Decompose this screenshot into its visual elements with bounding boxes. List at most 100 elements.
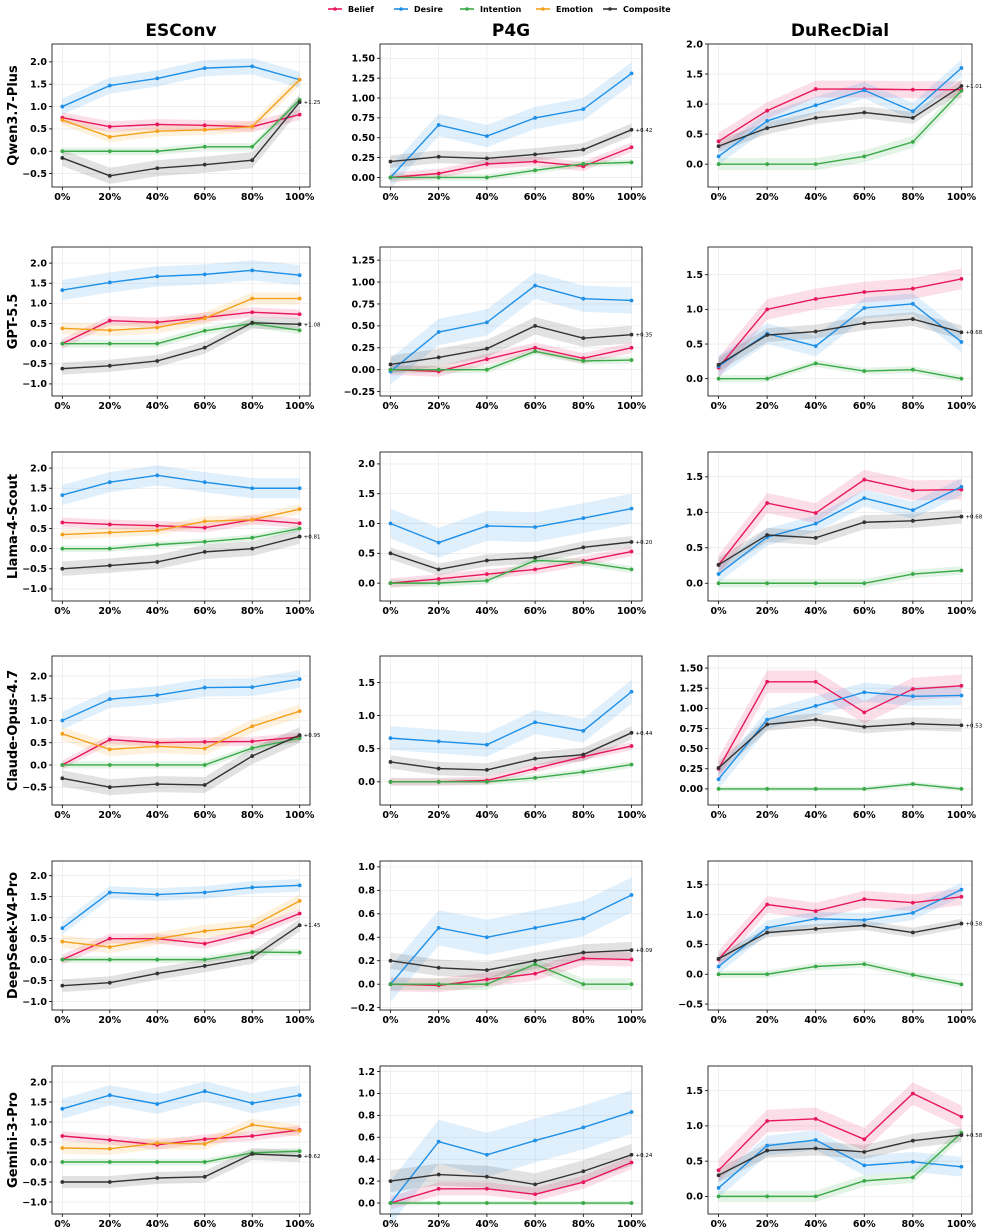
data-point-desire: [910, 508, 915, 513]
data-point-emotion: [60, 118, 65, 122]
data-point-desire: [155, 693, 160, 698]
data-point-emotion: [60, 939, 65, 944]
series-line-emotion: [62, 1124, 300, 1150]
series-line-belief: [62, 1129, 300, 1146]
panel-frame: [379, 655, 643, 806]
x-tick-label: 0%: [382, 401, 399, 412]
data-point-emotion: [202, 929, 207, 933]
data-point-emotion: [155, 129, 160, 134]
y-tick-label: −0.5: [22, 564, 47, 575]
data-point-intention: [297, 950, 302, 955]
y-tick-label: 1.5: [686, 69, 703, 80]
data-point-belief: [155, 320, 160, 325]
y-tick-label: 1.25: [352, 255, 375, 266]
data-point-intention: [107, 1160, 112, 1164]
panel-claude-opus-4-7-durecdial: 0.00 0.25 0.50 0.75 1.00 1.25 1.50 0% 20% 40% 60% 8…: [680, 655, 983, 821]
series-line-belief: [718, 1092, 962, 1171]
data-point-intention: [959, 88, 964, 93]
panel-frame: [51, 246, 311, 397]
legend-marker: [541, 7, 545, 11]
data-point-intention: [60, 149, 65, 154]
data-point-composite: [716, 766, 721, 770]
x-tick-label: 60%: [193, 401, 216, 412]
panel-qwen3-7-plus-esconv: −0.5 0.0 0.5 1.0 1.5 2.0 0% 20% 40% 60% 80% 100% +1.…: [22, 43, 321, 203]
series-line-belief: [62, 518, 300, 529]
x-tick-label: 100%: [617, 401, 647, 412]
data-point-composite: [155, 1176, 160, 1180]
data-point-composite: [813, 329, 818, 334]
data-point-belief: [107, 318, 112, 323]
data-point-desire: [250, 64, 255, 69]
panel-deepseek-v4-pro-p4g: −0.2 0.0 0.2 0.4 0.6 0.8 1.0 0% 20% 40% 60% 80% 100%…: [350, 860, 653, 1026]
data-point-belief: [716, 139, 721, 144]
data-point-intention: [155, 763, 160, 767]
y-tick-label: 2.0: [30, 1077, 47, 1088]
data-point-emotion: [107, 328, 112, 333]
data-point-belief: [813, 1116, 818, 1121]
data-point-intention: [765, 162, 770, 167]
data-point-composite: [716, 362, 721, 367]
x-tick-label: 40%: [476, 192, 499, 203]
series-line-belief: [390, 1161, 632, 1204]
data-point-emotion: [250, 296, 255, 301]
y-tick-label: 0.8: [358, 886, 375, 897]
y-tick-label: 1.0: [30, 299, 47, 310]
y-tick-label: −0.2: [350, 1003, 375, 1014]
data-point-composite: [297, 733, 302, 738]
y-tick-label: 0.0: [358, 578, 375, 589]
x-tick-label: 100%: [285, 1015, 315, 1026]
data-point-belief: [533, 766, 538, 771]
data-point-composite: [250, 546, 255, 551]
x-tick-label: 40%: [146, 1015, 169, 1026]
data-point-belief: [629, 1160, 634, 1165]
data-point-composite: [716, 956, 721, 961]
y-tick-label: 0.0: [30, 339, 47, 350]
composite-end-label: +0.95: [304, 733, 321, 739]
y-tick-label: 0.0: [358, 1198, 375, 1209]
y-tick-label: 0.5: [30, 124, 47, 135]
x-tick-label: 0%: [710, 192, 727, 203]
data-point-belief: [250, 739, 255, 744]
data-point-composite: [959, 514, 964, 519]
x-tick-label: 40%: [146, 401, 169, 412]
data-point-intention: [862, 786, 867, 791]
y-tick-label: 0.0: [686, 159, 703, 170]
data-point-composite: [155, 782, 160, 786]
y-tick-label: −1.0: [22, 997, 47, 1008]
y-tick-label: −1.0: [22, 584, 47, 595]
panel-llama-4-scout-p4g: 0.0 0.5 1.0 1.5 2.0 0% 20% 40% 60% 80% 100% +0.20: [358, 451, 653, 617]
series-line-desire: [390, 691, 632, 746]
data-point-desire: [484, 524, 489, 528]
data-point-composite: [813, 1146, 818, 1151]
data-point-emotion: [202, 1142, 207, 1146]
data-point-desire: [60, 718, 65, 723]
data-point-desire: [60, 1106, 65, 1111]
data-point-emotion: [60, 1146, 65, 1150]
band-belief: [62, 1125, 300, 1150]
data-point-composite: [107, 1180, 112, 1184]
data-point-desire: [484, 320, 489, 325]
column-title-esconv: ESConv: [145, 21, 216, 41]
x-tick-label: 40%: [476, 1015, 499, 1026]
data-point-belief: [581, 356, 586, 361]
series-line-desire: [62, 474, 300, 496]
data-point-composite: [388, 362, 393, 367]
band-desire: [390, 679, 632, 757]
x-tick-label: 20%: [756, 810, 779, 821]
x-tick-label: 40%: [804, 1015, 827, 1026]
band-composite: [390, 317, 632, 374]
data-point-emotion: [107, 530, 112, 535]
data-point-desire: [581, 1125, 586, 1130]
y-tick-label: −1.0: [22, 1197, 47, 1208]
composite-end-label: +1.08: [304, 322, 321, 328]
y-tick-label: 1.5: [30, 1097, 47, 1108]
data-point-composite: [716, 1173, 721, 1178]
panel-gpt-5-5-p4g: −0.25 0.00 0.25 0.50 0.75 1.00 1.25 0% 20% 40% 60%…: [344, 246, 653, 412]
data-point-composite: [155, 560, 160, 564]
data-point-composite: [60, 566, 65, 571]
x-tick-label: 60%: [853, 192, 876, 203]
panel-qwen3-7-plus-durecdial: 0.0 0.5 1.0 1.5 2.0 0% 20% 40% 60% 80% 100% +1.01: [686, 39, 982, 203]
x-tick-label: 80%: [901, 810, 924, 821]
data-point-desire: [202, 272, 207, 277]
